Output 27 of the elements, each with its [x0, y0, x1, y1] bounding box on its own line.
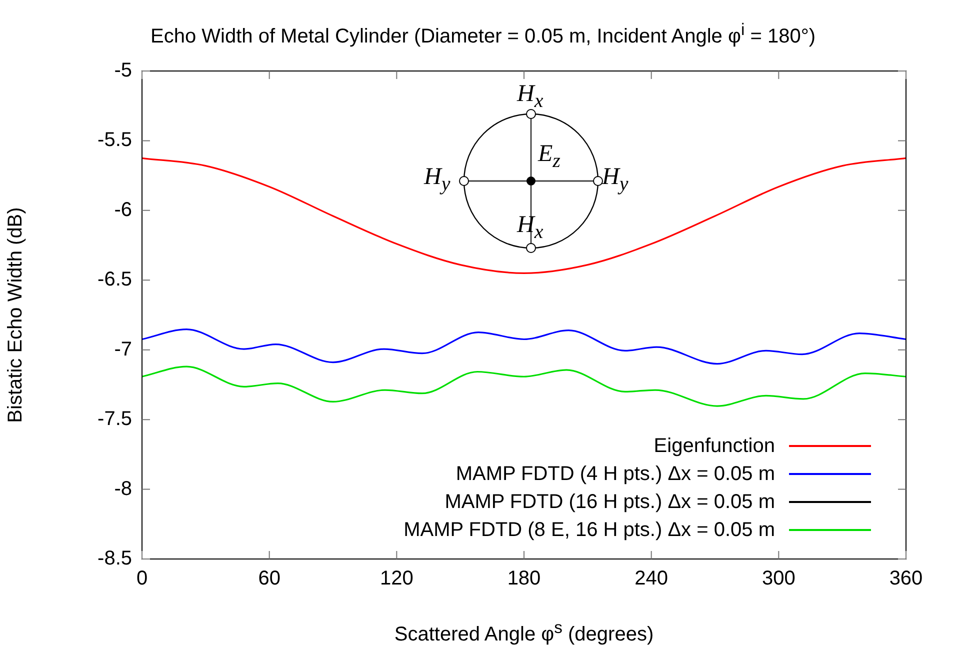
x-tick-label: 300	[762, 568, 796, 590]
y-axis-title: Bistatic Echo Width (dB)	[4, 207, 27, 423]
line-series	[142, 328, 906, 365]
annotation: H$_{y}$	[602, 164, 628, 196]
x-tick-label: 120	[380, 568, 414, 590]
legend-label: MAMP FDTD (4 H pts.) Δx = 0.05 m	[456, 462, 775, 486]
y-tick-label: -7.5	[98, 408, 132, 430]
y-tick-label: -8	[114, 478, 132, 500]
annotation: H$_{y}$	[424, 164, 450, 196]
annotation: H$_{x}$	[517, 81, 544, 113]
y-tick-label: -6.5	[98, 268, 132, 291]
legend-label: MAMP FDTD (8 E, 16 H pts.) Δx = 0.05 m	[404, 518, 775, 542]
x-tick-label: 60	[258, 568, 280, 590]
y-tick-label: -7	[114, 338, 132, 360]
line-series	[142, 366, 906, 407]
y-tick-label: -6	[114, 198, 132, 221]
y-tick-label: -5	[114, 60, 132, 82]
x-tick-label: 0	[136, 568, 148, 590]
x-tick-label: 180	[507, 568, 541, 590]
legend-label: Eigenfunction	[654, 434, 775, 458]
x-tick-label: 360	[889, 568, 923, 590]
x-tick-label: 240	[634, 568, 668, 590]
chart-title: Echo Width of Metal Cylinder (Diameter = 0.05 m, Incident Angle φ$^{i}$ = 180°)	[150, 20, 816, 49]
y-tick-label: -5.5	[98, 129, 132, 152]
y-tick-label: -8.5	[98, 548, 132, 570]
legend-label: MAMP FDTD (16 H pts.) Δx = 0.05 m	[444, 490, 775, 514]
x-axis-title: Scattered Angle φ$^{s}$ (degrees)	[393, 618, 655, 647]
